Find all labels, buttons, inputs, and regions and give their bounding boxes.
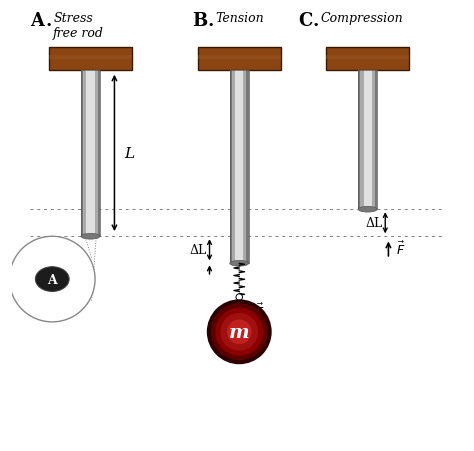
Polygon shape: [198, 48, 281, 70]
Text: .: .: [208, 12, 214, 30]
Circle shape: [227, 320, 252, 345]
Polygon shape: [230, 70, 232, 264]
Text: Stress
free rod: Stress free rod: [53, 12, 104, 40]
Polygon shape: [86, 70, 95, 237]
Text: $\vec{F}$: $\vec{F}$: [396, 240, 405, 258]
Polygon shape: [361, 70, 364, 210]
Polygon shape: [326, 56, 410, 60]
Ellipse shape: [358, 207, 377, 212]
Text: Compression: Compression: [320, 12, 403, 25]
Circle shape: [9, 237, 95, 322]
Circle shape: [207, 299, 272, 364]
Ellipse shape: [230, 261, 249, 267]
Polygon shape: [246, 70, 249, 264]
Polygon shape: [375, 70, 377, 210]
Text: A: A: [30, 12, 44, 30]
Ellipse shape: [36, 267, 69, 292]
Polygon shape: [98, 70, 100, 237]
Text: Tension: Tension: [215, 12, 264, 25]
Polygon shape: [326, 48, 410, 70]
Text: m: m: [229, 323, 250, 341]
Text: .: .: [313, 12, 319, 30]
Text: $\vec{F}$: $\vec{F}$: [255, 302, 265, 320]
Circle shape: [211, 304, 268, 360]
Text: L: L: [124, 147, 135, 161]
Polygon shape: [81, 70, 83, 237]
Text: A: A: [47, 273, 57, 286]
Text: ΔL: ΔL: [366, 217, 383, 230]
Text: ΔL: ΔL: [190, 244, 207, 257]
Text: B: B: [192, 12, 207, 30]
Circle shape: [215, 308, 263, 356]
Circle shape: [220, 313, 258, 351]
Polygon shape: [235, 70, 244, 264]
Text: C: C: [298, 12, 312, 30]
Polygon shape: [49, 48, 132, 70]
Polygon shape: [372, 70, 375, 210]
Ellipse shape: [81, 234, 100, 239]
Polygon shape: [358, 70, 361, 210]
Polygon shape: [83, 70, 86, 237]
Polygon shape: [364, 70, 372, 210]
Polygon shape: [198, 56, 281, 60]
Text: .: .: [46, 12, 52, 30]
Polygon shape: [244, 70, 246, 264]
Polygon shape: [232, 70, 235, 264]
Polygon shape: [49, 56, 132, 60]
Circle shape: [236, 294, 243, 301]
Polygon shape: [95, 70, 98, 237]
